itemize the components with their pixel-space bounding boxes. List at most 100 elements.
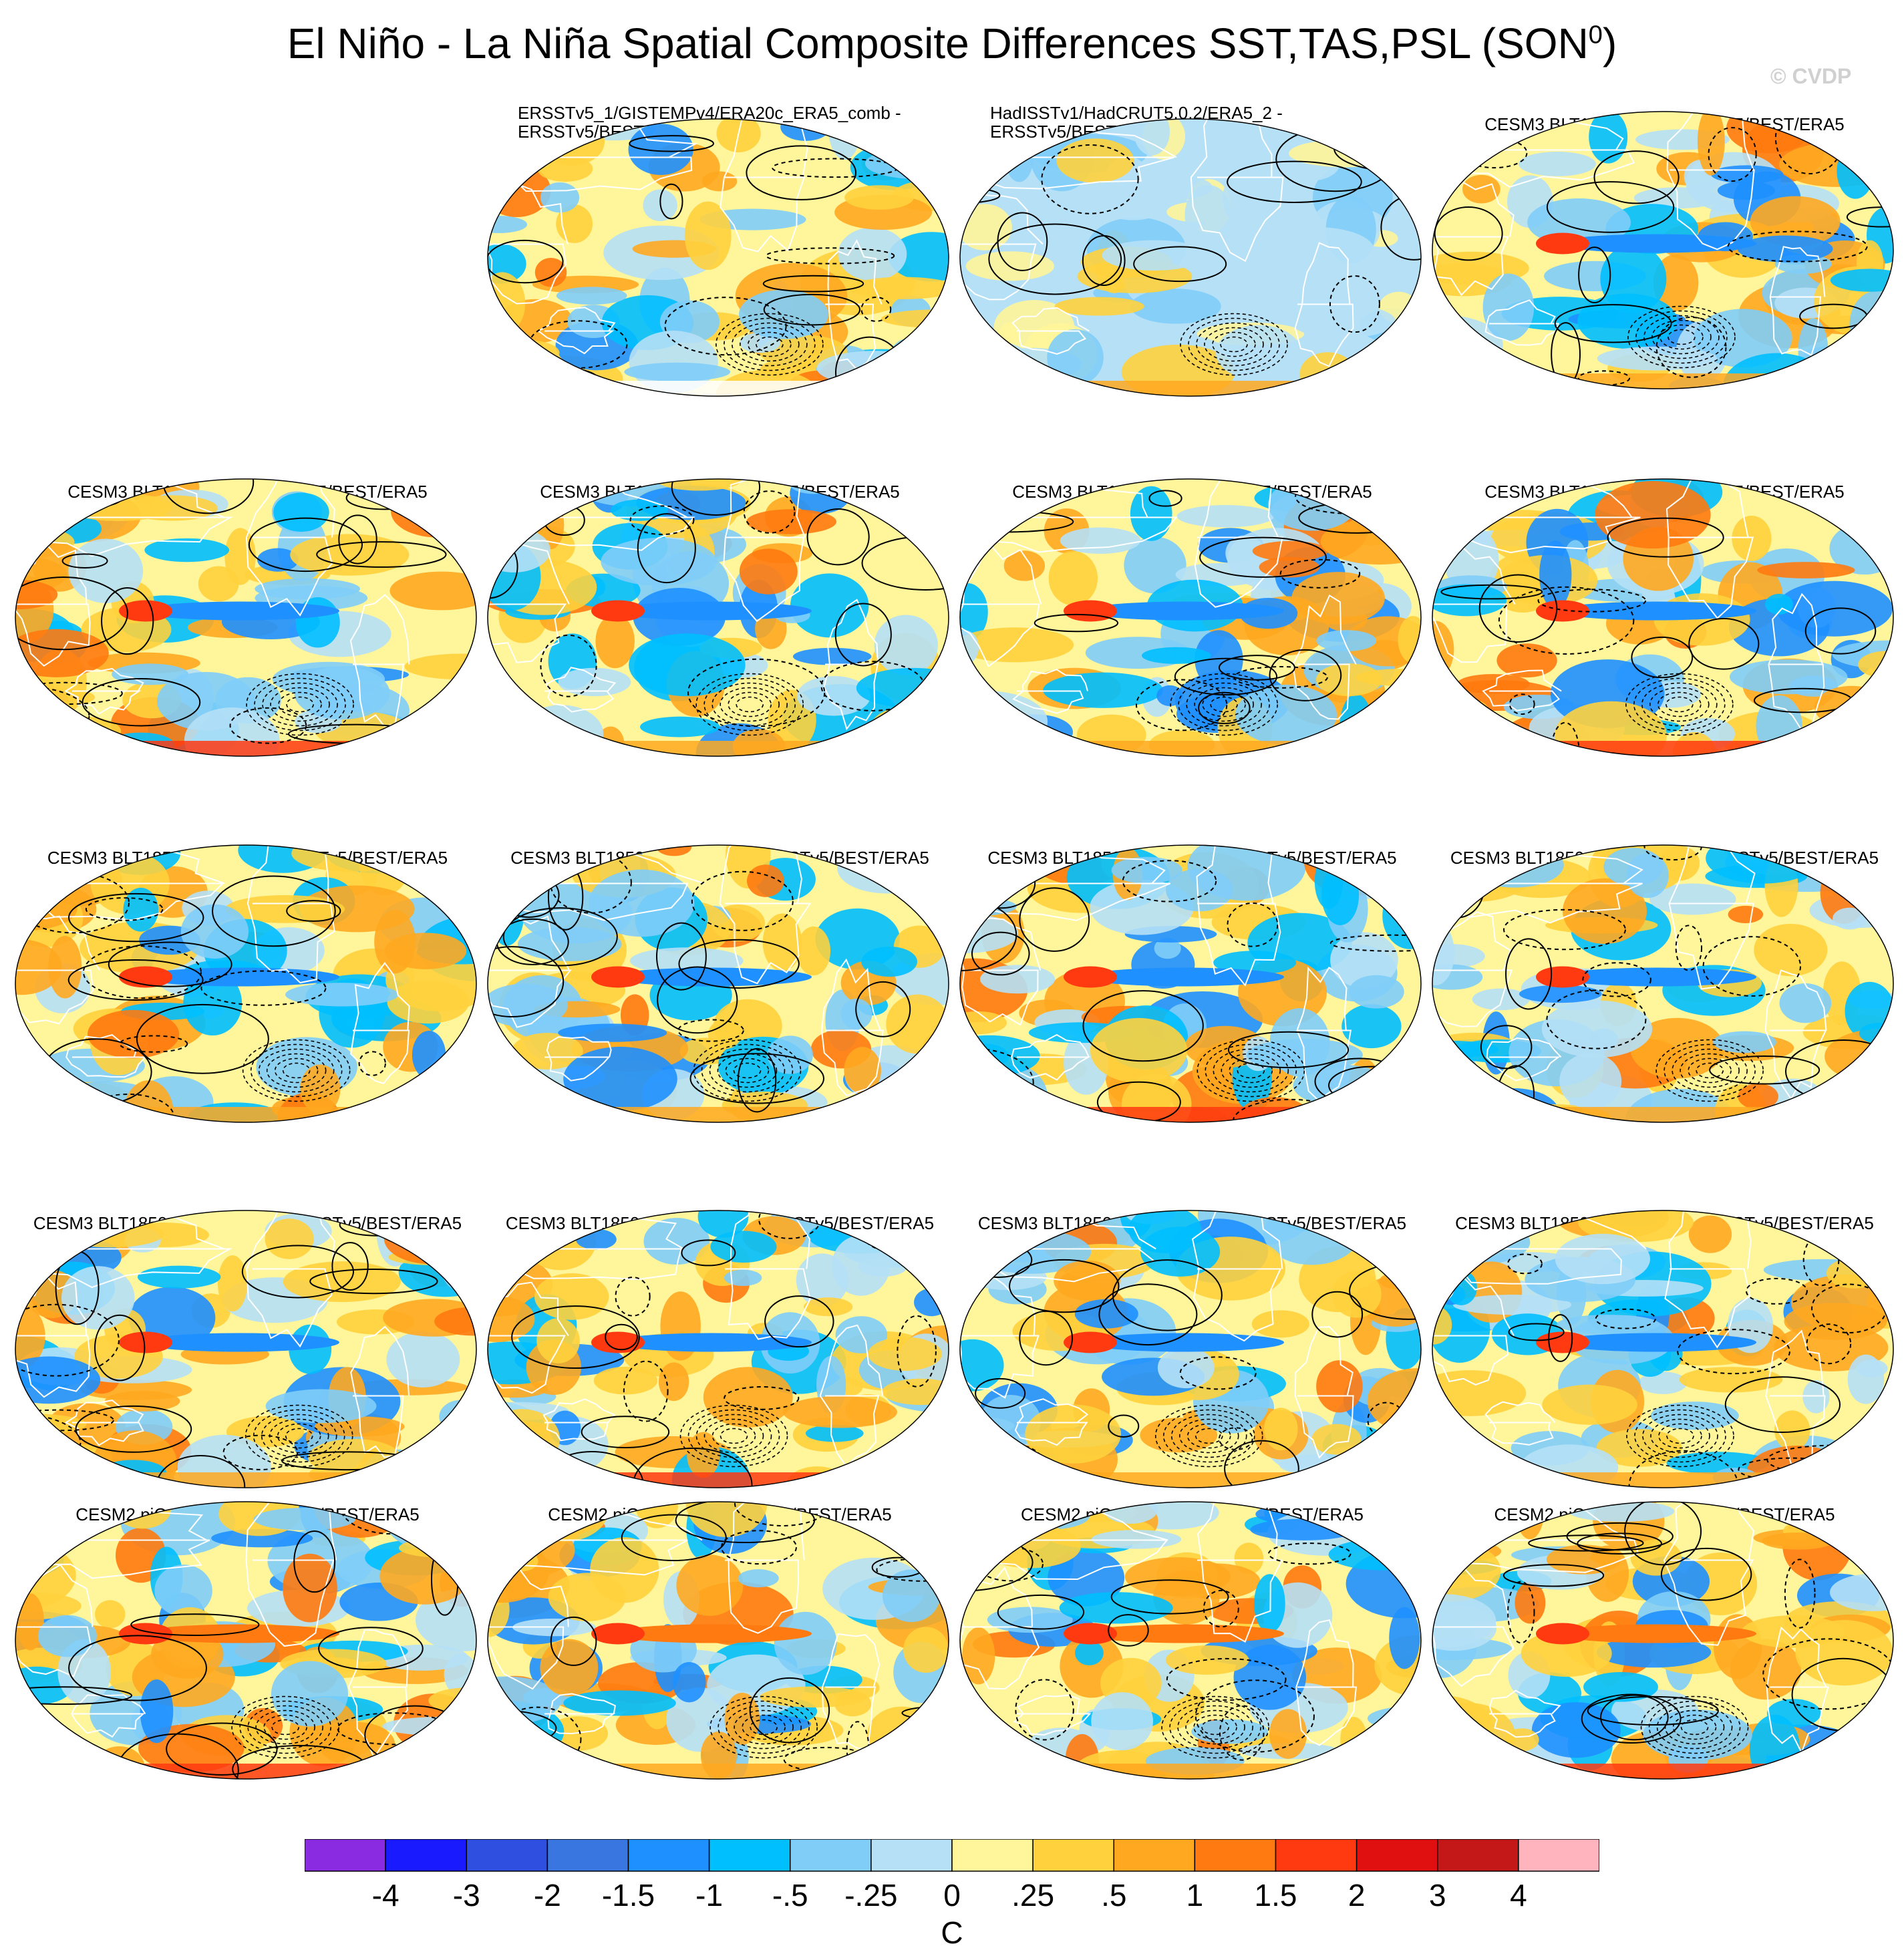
psl-contour-dashed	[271, 1719, 299, 1736]
anomaly-patch	[1343, 742, 1421, 756]
anomaly-patch	[1130, 289, 1221, 324]
anomaly-patch	[488, 1296, 535, 1343]
psl-contour	[1108, 1614, 1149, 1647]
map-border	[959, 1210, 1422, 1488]
psl-contour-dashed	[1188, 317, 1280, 371]
anomaly-patch	[739, 548, 798, 595]
anomaly-patch	[1650, 1402, 1739, 1430]
psl-contour-dashed	[1178, 1418, 1239, 1454]
colorbar-swatch	[385, 1839, 467, 1872]
psl-contour	[1473, 1210, 1509, 1225]
anomaly-patch	[960, 1502, 981, 1526]
global-map	[487, 844, 949, 1123]
anomaly-patch	[1717, 181, 1775, 200]
psl-contour	[550, 1616, 597, 1666]
psl-contour-dashed	[711, 682, 788, 727]
anomaly-patch	[488, 1409, 561, 1468]
psl-contour	[1432, 855, 1485, 919]
psl-contour	[581, 1416, 670, 1448]
psl-contour-dashed	[724, 317, 816, 371]
anomaly-patch	[1432, 497, 1516, 518]
psl-contour	[488, 946, 565, 1017]
southern-ocean-strip	[960, 741, 1421, 756]
psl-contour-dashed	[1688, 1057, 1732, 1084]
colorbar-tick-label: 4	[1510, 1878, 1527, 1913]
warm-pool-patch	[1536, 600, 1589, 622]
anomaly-patch	[858, 1257, 907, 1277]
anomaly-patch	[1154, 937, 1181, 959]
psl-contour	[971, 931, 1030, 976]
anomaly-patch	[1011, 1502, 1090, 1530]
colorbar-tick-label: .25	[1011, 1878, 1055, 1913]
anomaly-patch	[137, 747, 166, 756]
global-map	[487, 1210, 949, 1488]
map-panel: CESM3 BLT1850 166 65-124 - ERSSTv5/BEST/…	[1429, 1196, 1900, 1557]
anomaly-patch	[1195, 630, 1243, 689]
anomaly-patch	[15, 629, 109, 677]
anomaly-patch	[1649, 883, 1736, 915]
map-panel: CESM3 BLT1850 166 125-184 - ERSSTv5/BEST…	[957, 1196, 1428, 1557]
psl-contour	[1195, 1679, 1315, 1753]
anomaly-patch	[15, 850, 57, 867]
anomaly-patch	[506, 1455, 592, 1488]
psl-contour-dashed	[254, 677, 346, 731]
psl-contour	[1784, 1559, 1816, 1629]
global-map	[959, 118, 1422, 397]
anomaly-patch	[1321, 865, 1360, 925]
psl-contour	[1655, 316, 1727, 378]
psl-contour-dashed	[1213, 1048, 1289, 1093]
coastline	[1432, 479, 1825, 731]
anomaly-patch	[724, 1269, 762, 1287]
anomaly-patch	[87, 1009, 180, 1059]
psl-contour	[1009, 1259, 1120, 1313]
anomaly-patch	[1445, 1269, 1477, 1305]
anomaly-patch	[548, 1573, 626, 1622]
anomaly-patch	[488, 216, 528, 233]
anomaly-patch	[211, 1528, 313, 1548]
anomaly-patch	[488, 845, 509, 867]
psl-contour	[229, 707, 307, 744]
psl-contour-dashed	[716, 313, 824, 376]
psl-contour-dashed	[1627, 305, 1736, 369]
southern-ocean-strip	[1432, 373, 1893, 389]
psl-contour	[967, 857, 1036, 909]
anomaly-patch	[1259, 556, 1320, 578]
anomaly-patch	[850, 144, 939, 190]
anomaly-patch	[767, 1035, 813, 1074]
anomaly-patch	[1059, 1592, 1173, 1624]
psl-contour-dashed	[1635, 310, 1728, 364]
anomaly-patch	[903, 1627, 949, 1673]
equatorial-band	[611, 601, 812, 621]
warm-pool-patch	[1536, 966, 1589, 988]
psl-contour	[248, 517, 363, 573]
map-border	[959, 1501, 1422, 1780]
anomaly-patch	[558, 667, 631, 697]
psl-contour-dashed	[1229, 1057, 1273, 1084]
psl-contour-dashed	[748, 331, 792, 357]
anomaly-patch	[1784, 1303, 1887, 1340]
anomaly-patch	[257, 548, 299, 572]
anomaly-patch	[1732, 515, 1772, 561]
anomaly-patch	[658, 1362, 689, 1402]
anomaly-patch	[841, 479, 919, 503]
anomaly-patch	[1140, 1418, 1218, 1453]
equatorial-band	[611, 1333, 812, 1352]
equatorial-band	[611, 967, 812, 987]
anomaly-patch	[1345, 721, 1421, 741]
psl-contour	[75, 1405, 192, 1453]
anomaly-patch	[488, 983, 568, 1027]
coastline	[488, 119, 883, 371]
anomaly-patch	[283, 1553, 337, 1623]
anomaly-patch	[1728, 905, 1764, 923]
anomaly-patch	[1336, 341, 1406, 385]
psl-contour	[15, 576, 128, 651]
psl-contour-dashed	[255, 1709, 315, 1745]
anomaly-patch	[1432, 1529, 1474, 1551]
anomaly-patch	[782, 1396, 897, 1428]
psl-contour-dashed	[1204, 327, 1264, 362]
anomaly-patch	[1856, 1359, 1888, 1377]
colorbar-swatch	[305, 1839, 386, 1872]
anomaly-patch	[488, 311, 509, 347]
psl-contour-dashed	[282, 1062, 311, 1079]
psl-contour-dashed	[732, 322, 808, 367]
